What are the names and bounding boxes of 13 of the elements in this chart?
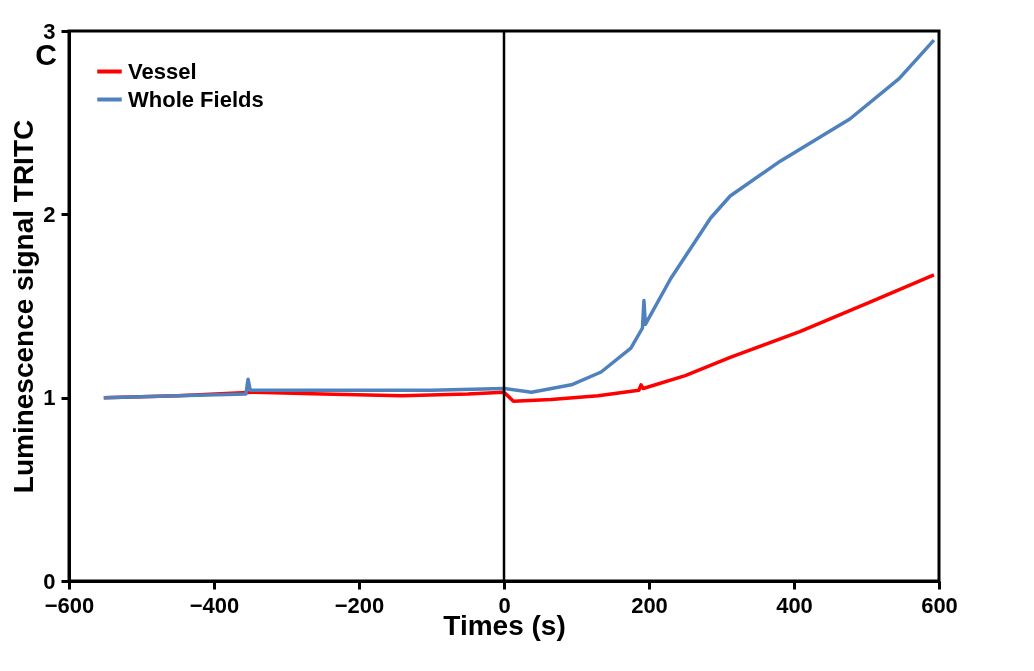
y-tick-label: 2 bbox=[43, 201, 56, 227]
x-tick-label: 200 bbox=[631, 592, 668, 618]
legend-label: Vessel bbox=[128, 58, 197, 84]
legend-label: Whole Fields bbox=[128, 86, 264, 112]
x-tick-label: 600 bbox=[921, 592, 958, 618]
y-tick-label: 0 bbox=[43, 568, 56, 594]
x-tick-label: −200 bbox=[334, 592, 385, 618]
x-tick-label: 400 bbox=[776, 592, 813, 618]
y-axis-title: Luminescence signal TRITC bbox=[8, 119, 40, 494]
line-series bbox=[102, 38, 936, 400]
x-tick-label: −400 bbox=[189, 592, 240, 618]
x-tick-label: −600 bbox=[44, 592, 95, 618]
y-tick-label: 1 bbox=[43, 385, 56, 411]
